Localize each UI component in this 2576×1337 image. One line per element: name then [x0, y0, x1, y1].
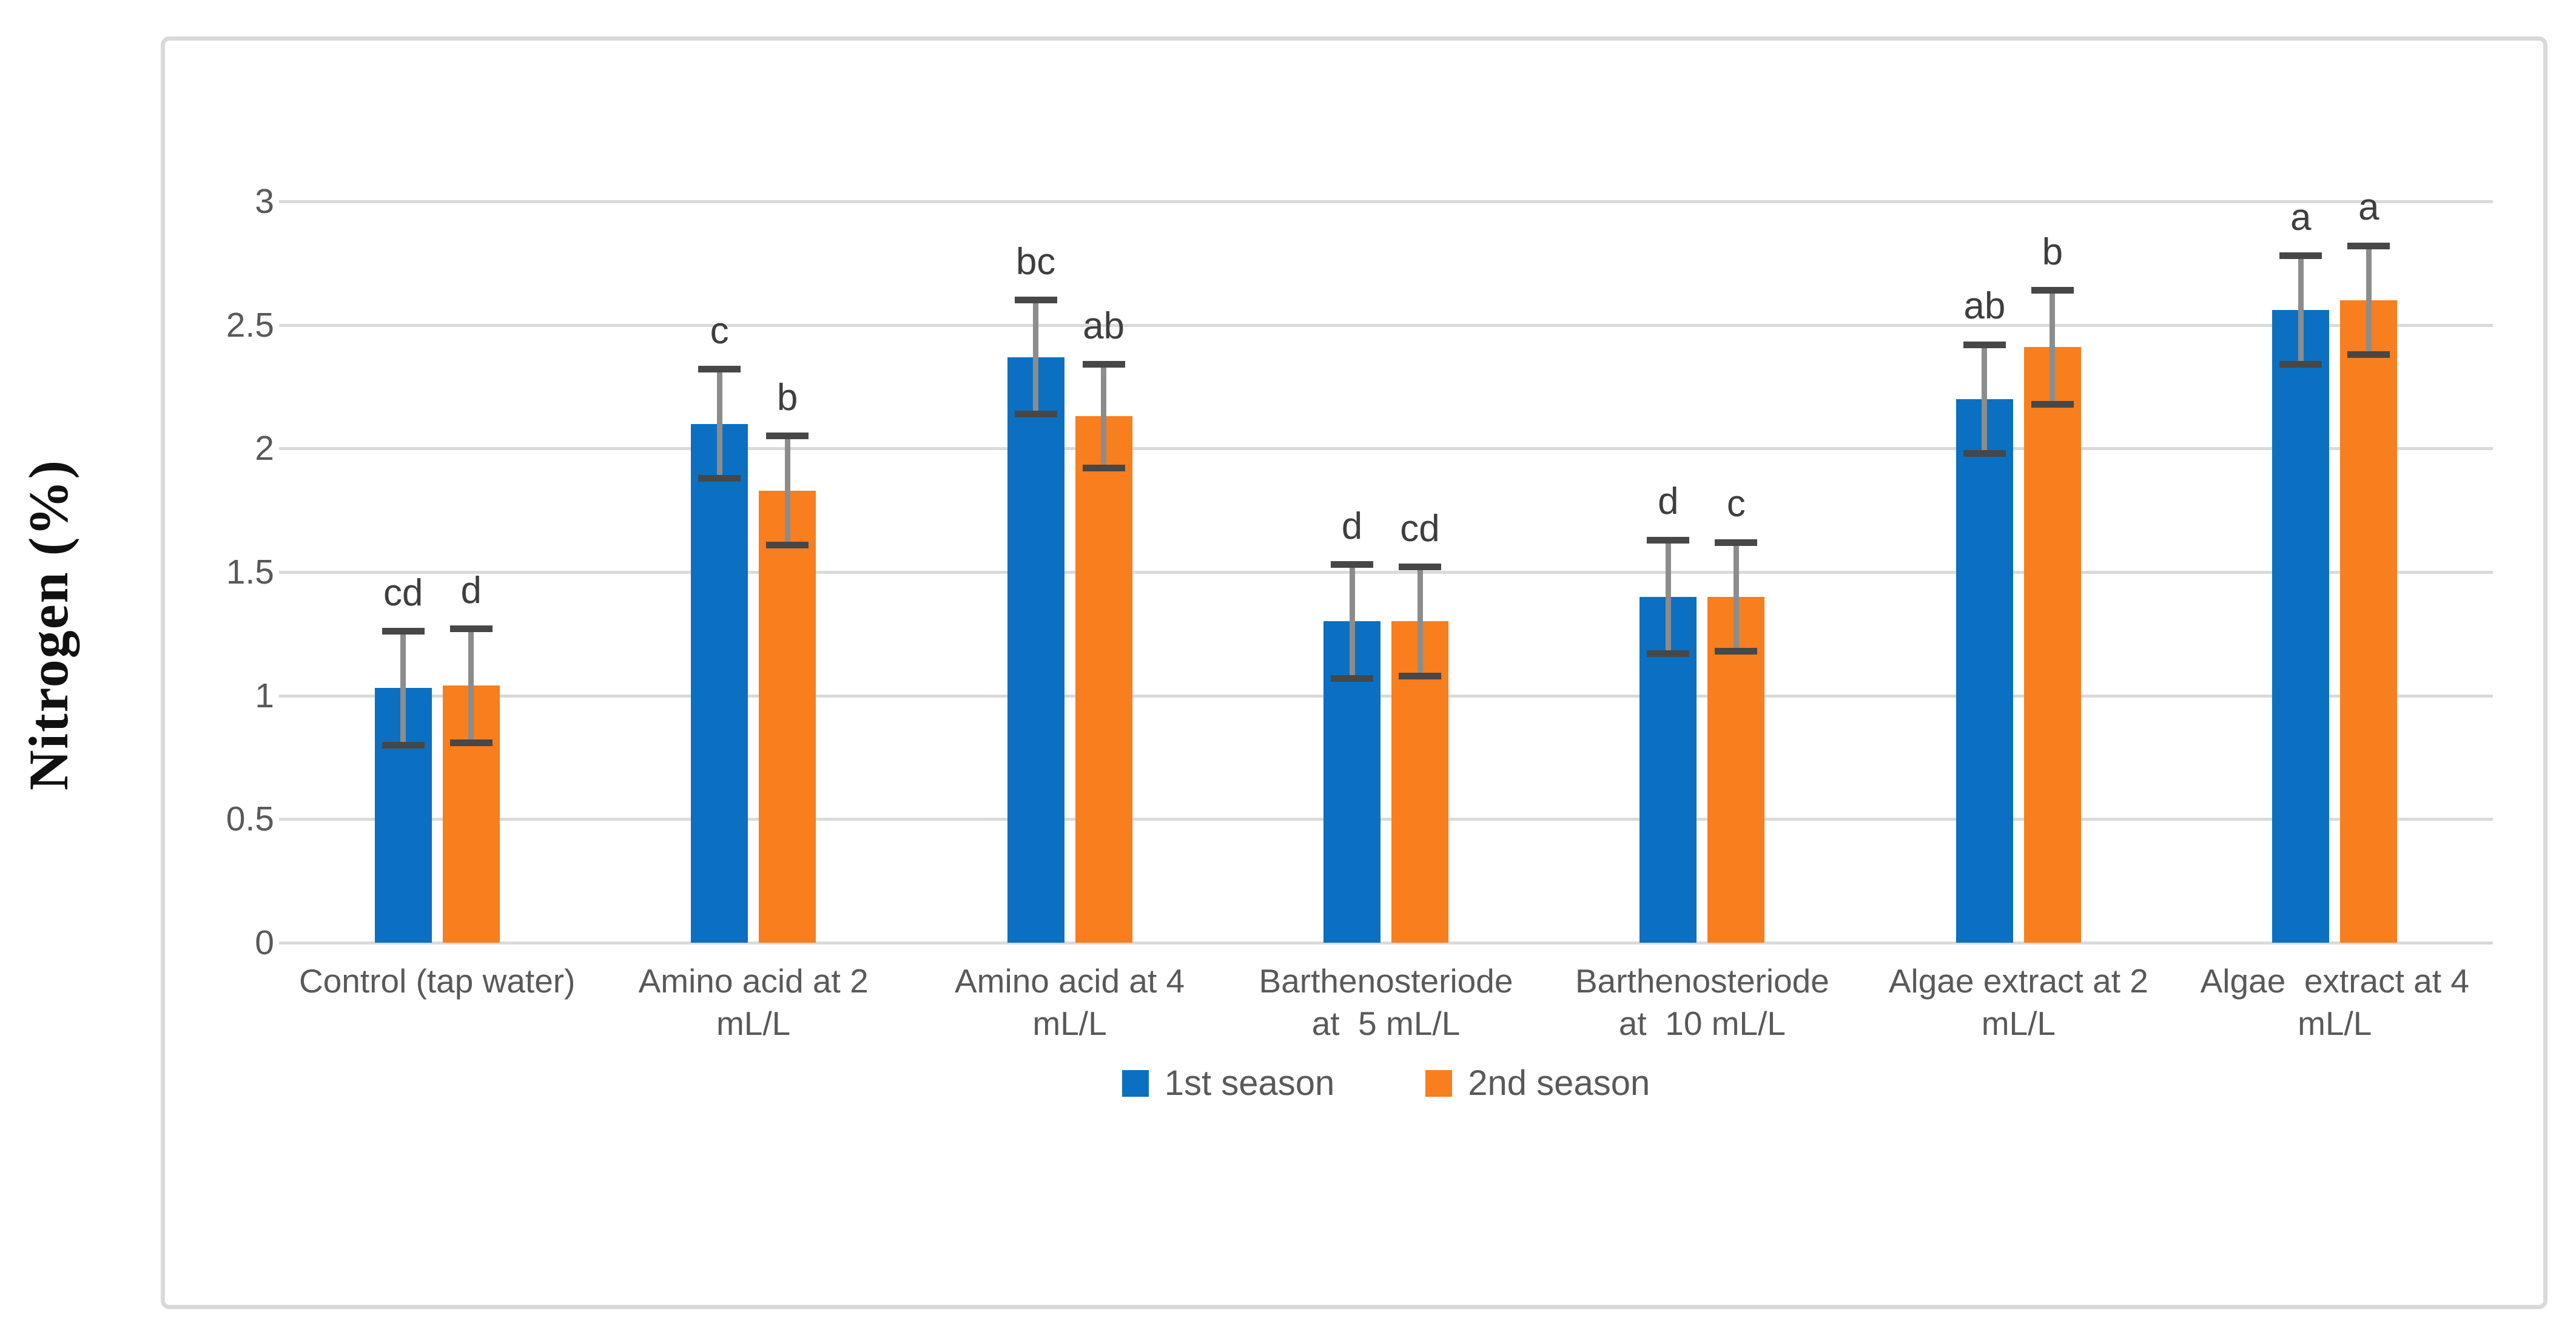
gridline: [279, 200, 2493, 203]
error-bar-line: [1033, 300, 1039, 414]
significance-letter: d: [1341, 505, 1363, 547]
error-bar-cap-top: [1399, 564, 1441, 571]
bar: [691, 423, 748, 943]
bar: [2340, 300, 2398, 943]
category-label: Barthenosteriode at 10 mL/L: [1575, 962, 1829, 1042]
category-label: Amino acid at 4 mL/L: [955, 962, 1185, 1042]
gridline: [279, 818, 2493, 821]
error-bar-line: [1733, 542, 1739, 652]
category-label: Barthenosteriode at 5 mL/L: [1259, 962, 1513, 1042]
significance-letter: c: [1726, 483, 1746, 525]
legend-swatch: [1122, 1069, 1149, 1097]
error-bar-line: [716, 369, 722, 479]
error-bar-cap-bottom: [766, 541, 809, 548]
error-bar-cap-bottom: [1331, 675, 1373, 682]
error-bar-cap-top: [2347, 242, 2390, 249]
bar: [2272, 310, 2330, 943]
error-bar-cap-top: [766, 433, 809, 440]
category-label: Control (tap water): [298, 962, 576, 1000]
error-bar-line: [400, 631, 406, 746]
significance-letter: d: [1658, 480, 1679, 523]
significance-letter: cd: [1400, 507, 1440, 550]
significance-letter: d: [460, 569, 482, 611]
bar: [1075, 416, 1132, 943]
error-bar-line: [1982, 345, 1988, 454]
legend-item: 1st season: [1122, 1063, 1335, 1103]
significance-letter: b: [2042, 231, 2063, 273]
error-bar-line: [1665, 540, 1671, 654]
bar: [1007, 357, 1064, 943]
error-bar-line: [784, 436, 790, 545]
error-bar-line: [2298, 255, 2304, 365]
category-label: Amino acid at 2 mL/L: [638, 962, 869, 1042]
category-label: Algae extract at 2 mL/L: [1888, 962, 2148, 1042]
error-bar-cap-top: [1082, 361, 1125, 368]
error-bar-cap-top: [2031, 287, 2074, 294]
significance-letter: b: [776, 376, 798, 419]
error-bar-line: [1349, 564, 1355, 679]
legend-item: 2nd season: [1425, 1063, 1650, 1103]
y-tick-label: 0.5: [226, 800, 274, 839]
error-bar-line: [1101, 364, 1107, 468]
significance-letter: cd: [383, 571, 423, 614]
error-bar-cap-top: [698, 366, 741, 373]
error-bar-line: [2050, 290, 2056, 404]
error-bar-cap-bottom: [1647, 650, 1690, 657]
legend-swatch: [1425, 1069, 1453, 1097]
bar: [1956, 399, 2013, 943]
y-tick-label: 2.5: [226, 305, 274, 345]
error-bar-cap-top: [1647, 536, 1690, 544]
category-label: Algae extract at 4 mL/L: [2200, 962, 2469, 1042]
significance-letter: a: [2290, 196, 2312, 238]
error-bar-line: [468, 628, 474, 743]
error-bar-cap-top: [449, 625, 493, 633]
y-tick-label: 1: [255, 676, 274, 715]
error-bar-line: [1417, 567, 1423, 676]
significance-letter: ab: [1083, 305, 1125, 347]
error-bar-cap-bottom: [2031, 400, 2074, 408]
legend: 1st season 2nd season: [279, 1063, 2493, 1103]
error-bar-cap-bottom: [1715, 647, 1758, 655]
error-bar-cap-top: [1014, 297, 1057, 304]
significance-letter: a: [2358, 186, 2379, 229]
gridline: [279, 323, 2493, 327]
y-tick-label: 2: [255, 429, 274, 468]
bar: [759, 490, 816, 943]
significance-letter: bc: [1015, 240, 1056, 283]
significance-letter: ab: [1963, 285, 2006, 328]
legend-label: 2nd season: [1468, 1063, 1650, 1103]
y-tick-label: 3: [255, 182, 274, 221]
gridline: [279, 694, 2493, 698]
y-tick-label: 0: [255, 923, 274, 962]
legend-label: 1st season: [1164, 1063, 1335, 1103]
error-bar-cap-top: [1331, 561, 1373, 568]
gridline: [279, 447, 2493, 451]
error-bar-cap-top: [1715, 539, 1758, 546]
error-bar-cap-top: [1963, 341, 2006, 348]
error-bar-cap-bottom: [449, 739, 493, 746]
error-bar-cap-bottom: [382, 741, 425, 749]
y-axis-title: Nitrogen (%): [18, 459, 79, 791]
error-bar-cap-bottom: [2279, 361, 2322, 368]
error-bar-cap-bottom: [1963, 450, 2006, 457]
error-bar-cap-bottom: [1399, 672, 1441, 679]
error-bar-cap-top: [382, 628, 425, 635]
significance-letter: c: [710, 309, 729, 352]
gridline: [279, 941, 2493, 945]
error-bar-cap-top: [2279, 252, 2322, 260]
error-bar-cap-bottom: [698, 474, 741, 482]
error-bar-cap-bottom: [1082, 465, 1125, 472]
gridline: [279, 571, 2493, 574]
error-bar-cap-bottom: [2347, 351, 2390, 359]
error-bar-cap-bottom: [1014, 410, 1057, 417]
error-bar-line: [2366, 246, 2372, 355]
y-tick-label: 1.5: [226, 553, 274, 591]
bar: [2023, 347, 2081, 943]
